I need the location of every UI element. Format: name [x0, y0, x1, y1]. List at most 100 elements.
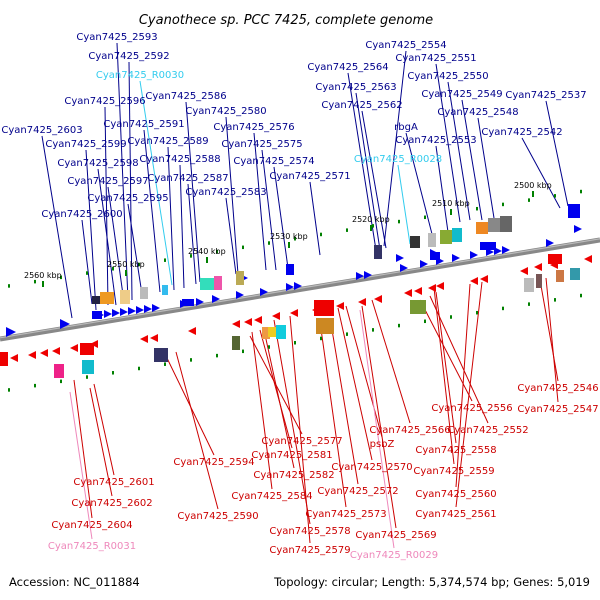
top-gene-label: Cyan7425_2598: [57, 158, 138, 169]
scale-tick-label: 2530 kbp: [270, 232, 308, 241]
scale-dot: [86, 271, 88, 275]
top-gene-label: Cyan7425_2586: [145, 91, 226, 102]
top-gene-label: Cyan7425_2550: [407, 71, 488, 82]
scale-dot: [190, 358, 192, 362]
protein-domain-box: [536, 274, 542, 288]
scale-dot: [372, 224, 374, 228]
top-leader-line: [273, 166, 289, 269]
reverse-gene-arrow: [520, 267, 528, 275]
top-leader-line: [41, 135, 73, 319]
bottom-leader-line: [433, 287, 455, 465]
protein-domain-box: [214, 276, 222, 290]
bottom-leader-line: [345, 305, 383, 438]
protein-domain-box: [410, 300, 426, 314]
scale-dot: [138, 366, 140, 371]
protein-domain-box: [232, 336, 240, 350]
top-gene-label: Cyan7425_2592: [88, 51, 169, 62]
scale-tick-label: 2510 kbp: [432, 199, 470, 208]
bottom-gene-label: Cyan7425_2570: [331, 462, 412, 473]
top-leader-line: [187, 183, 197, 285]
reverse-gene-block: [314, 300, 334, 316]
bottom-gene-label: Cyan7425_2602: [71, 498, 152, 509]
bottom-leader-line: [73, 379, 93, 519]
reverse-gene-arrow: [404, 289, 412, 297]
scale-dot: [528, 302, 530, 306]
scale-dot: [112, 267, 114, 271]
top-gene-label: Cyan7425_2564: [307, 62, 388, 73]
bottom-leader-line: [435, 291, 457, 444]
bottom-gene-label: Cyan7425_2569: [355, 530, 436, 541]
scale-dot: [268, 241, 270, 245]
protein-domain-box: [82, 360, 94, 374]
reverse-gene-arrow: [584, 255, 592, 263]
forward-gene-arrow: [452, 254, 460, 262]
scale-dot: [320, 336, 322, 341]
reverse-gene-arrow: [140, 335, 148, 343]
forward-gene-arrow: [286, 283, 294, 291]
top-leader-line: [261, 149, 277, 271]
scale-dot: [164, 362, 166, 366]
top-gene-label: Cyan7425_2537: [505, 90, 586, 101]
bottom-leader-line: [319, 321, 347, 508]
forward-gene-arrow: [104, 310, 112, 318]
forward-gene-arrow: [502, 246, 510, 254]
scale-dot: [242, 245, 244, 250]
forward-gene-block: [182, 299, 194, 306]
protein-domain-box: [262, 327, 270, 339]
bottom-leader-line: [539, 279, 559, 382]
protein-domain-box: [276, 325, 286, 339]
top-gene-label: Cyan7425_2563: [315, 82, 396, 93]
scale-dot: [398, 219, 400, 224]
scale-dot: [502, 202, 504, 207]
forward-gene-arrow: [196, 298, 204, 306]
scale-tick-mark: [450, 209, 452, 215]
reverse-gene-arrow: [336, 302, 344, 310]
top-leader-line: [116, 42, 129, 301]
scale-tick-label: 2500 kbp: [514, 181, 552, 190]
scale-dot: [294, 340, 296, 345]
forward-gene-block: [568, 204, 580, 218]
forward-gene-block: [480, 242, 496, 250]
scale-dot: [164, 258, 166, 262]
bottom-gene-label: Cyan7425_2577: [261, 436, 342, 447]
top-gene-label: Cyan7425_2587: [147, 173, 228, 184]
protein-domain-box: [268, 327, 276, 337]
scale-dot: [60, 379, 62, 384]
top-gene-label: Cyan7425_2588: [139, 154, 220, 165]
top-gene-label: Cyan7425_2580: [185, 106, 266, 117]
bottom-leader-line: [361, 305, 397, 529]
forward-gene-arrow: [396, 254, 404, 262]
protein-domain-box: [100, 292, 114, 304]
bottom-leader-line: [273, 319, 311, 525]
bottom-gene-label: Cyan7425_2572: [317, 486, 398, 497]
protein-domain-box: [556, 270, 564, 282]
reverse-gene-arrow: [52, 347, 60, 355]
top-gene-label: Cyan7425_R0028: [354, 154, 442, 165]
protein-domain-box: [140, 287, 148, 299]
top-gene-label: Cyan7425_2549: [421, 89, 502, 100]
protein-domain-box: [440, 230, 452, 244]
reverse-gene-arrow: [414, 287, 422, 295]
reverse-gene-arrow: [244, 318, 252, 326]
scale-dot: [60, 275, 62, 280]
top-leader-line: [127, 203, 143, 295]
protein-domain-box: [452, 228, 462, 242]
top-leader-line: [81, 219, 93, 305]
top-leader-line: [104, 106, 109, 306]
reverse-gene-arrow: [28, 351, 36, 359]
reverse-gene-block: [80, 343, 94, 355]
top-gene-label: Cyan7425_2562: [321, 100, 402, 111]
reverse-gene-arrow: [290, 309, 298, 317]
reverse-gene-arrow: [10, 354, 18, 362]
reverse-gene-arrow: [470, 277, 478, 285]
reverse-gene-block: [0, 352, 8, 366]
forward-gene-arrow: [144, 305, 152, 313]
bottom-leader-line: [545, 277, 559, 403]
bottom-leader-line: [371, 299, 411, 424]
scale-dot: [86, 375, 88, 379]
top-leader-line: [107, 186, 125, 303]
scale-dot: [450, 315, 452, 319]
top-leader-line: [397, 164, 411, 245]
scale-dot: [34, 279, 36, 284]
forward-gene-block: [430, 252, 440, 260]
